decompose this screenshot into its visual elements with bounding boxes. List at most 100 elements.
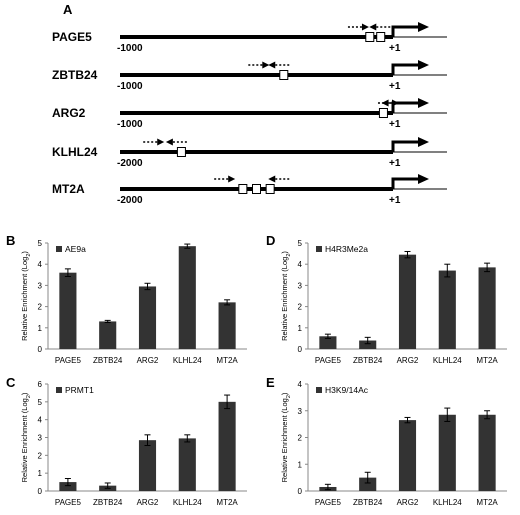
y-tick-label: 1 (38, 469, 43, 478)
panel-a-letter: A (63, 2, 73, 17)
binding-site-box (252, 184, 261, 194)
x-category-label: MT2A (216, 356, 238, 365)
binding-site-box (176, 147, 186, 157)
y-axis-label: Relative Enrichment (Log2) (280, 392, 292, 482)
bar-chart-b: B 0 1 2 3 4 5 Relative Enrichment (Log2) AE9a PAG… (6, 233, 247, 365)
panel-letter: E (266, 375, 275, 390)
y-tick-label: 1 (38, 324, 43, 333)
legend-swatch (316, 387, 322, 393)
binding-site-box (279, 70, 289, 80)
y-tick-label: 4 (298, 260, 303, 269)
forward-primer-arrowhead (391, 99, 399, 107)
y-tick-label: 0 (38, 487, 43, 496)
y-tick-label: 5 (298, 239, 303, 248)
x-category-label: MT2A (216, 498, 238, 507)
forward-primer-arrowhead (361, 23, 369, 31)
y-tick-label: 4 (38, 260, 43, 269)
x-category-label: ARG2 (137, 356, 159, 365)
legend-label: AE9a (65, 244, 86, 254)
binding-site-box (365, 32, 375, 42)
y-tick-label: 0 (298, 345, 303, 354)
chart-panels: B 0 1 2 3 4 5 Relative Enrichment (Log2) AE9a PAG… (6, 233, 507, 507)
start-position-label: -1000 (117, 81, 143, 92)
x-category-label: ZBTB24 (353, 498, 383, 507)
tss-arrowhead (418, 22, 429, 32)
y-tick-label: 3 (38, 434, 43, 443)
bar (138, 440, 157, 491)
bar (398, 420, 417, 491)
gene-name: MT2A (52, 182, 85, 196)
x-category-label: ZBTB24 (93, 498, 123, 507)
bar (99, 321, 117, 349)
y-tick-label: 2 (38, 303, 43, 312)
tss-position-label: +1 (389, 43, 401, 54)
x-category-label: KLHL24 (173, 356, 202, 365)
legend-swatch (56, 387, 62, 393)
tss-position-label: +1 (389, 119, 401, 130)
x-category-label: KLHL24 (433, 498, 462, 507)
bar (59, 272, 77, 349)
gene-name: ARG2 (52, 106, 86, 120)
reverse-primer-arrowhead (369, 23, 377, 31)
x-category-label: ZBTB24 (353, 356, 383, 365)
x-category-label: MT2A (476, 498, 498, 507)
tss-position-label: +1 (389, 195, 401, 206)
legend-swatch (56, 246, 62, 252)
tss-arrow (391, 177, 419, 189)
forward-primer-arrowhead (228, 175, 236, 183)
forward-primer-arrowhead (262, 61, 270, 69)
bar-chart-e: E 0 1 2 3 4 Relative Enrichment (Log2) H3K9/14A… (266, 375, 507, 507)
y-tick-label: 6 (38, 380, 43, 389)
tss-arrowhead (418, 98, 429, 108)
bar (178, 246, 196, 349)
y-tick-label: 3 (38, 281, 43, 290)
y-tick-label: 4 (38, 416, 43, 425)
promoter-map: PAGE5 -1000 +1 ZBTB24 -1000 +1 ARG2 -1000 +1 KLHL… (52, 22, 447, 206)
y-tick-label: 5 (38, 398, 43, 407)
x-category-label: KLHL24 (433, 356, 462, 365)
panel-letter: B (6, 233, 15, 248)
y-axis-label: Relative Enrichment (Log2) (20, 392, 32, 482)
x-category-label: ARG2 (137, 498, 159, 507)
legend-label: PRMT1 (65, 385, 94, 395)
bar-chart-d: D 0 1 2 3 4 5 Relative Enrichment (Log2) H4R3Me2… (266, 233, 507, 365)
forward-primer-arrowhead (157, 138, 165, 146)
bar (359, 340, 377, 349)
tss-arrow (391, 25, 419, 37)
bar (319, 336, 337, 349)
y-tick-label: 3 (298, 281, 303, 290)
bar (218, 401, 236, 491)
x-category-label: PAGE5 (55, 498, 82, 507)
tss-position-label: +1 (389, 158, 401, 169)
bar (138, 286, 157, 349)
x-category-label: PAGE5 (315, 498, 342, 507)
start-position-label: -2000 (117, 195, 143, 206)
bar (359, 477, 377, 491)
start-position-label: -1000 (117, 119, 143, 130)
y-tick-label: 1 (298, 324, 303, 333)
legend-label: H3K9/14Ac (325, 385, 369, 395)
tss-arrowhead (418, 60, 429, 70)
y-axis-label: Relative Enrichment (Log2) (280, 251, 292, 341)
start-position-label: -2000 (117, 158, 143, 169)
start-position-label: -1000 (117, 43, 143, 54)
bar (478, 267, 496, 349)
bar-chart-c: C 0 1 2 3 4 5 6 Relative Enrichment (Log2) PRMT1 P… (6, 375, 247, 507)
x-category-label: MT2A (476, 356, 498, 365)
reverse-primer-arrowhead (381, 99, 389, 107)
reverse-primer-arrowhead (165, 138, 173, 146)
panel-letter: D (266, 233, 275, 248)
bar (398, 254, 417, 349)
y-tick-label: 2 (298, 434, 303, 443)
bar (478, 414, 496, 491)
tss-arrow (391, 101, 419, 113)
x-category-label: ARG2 (397, 498, 419, 507)
binding-site-box (378, 108, 388, 118)
y-tick-label: 2 (38, 451, 43, 460)
y-tick-label: 0 (298, 487, 303, 496)
gene-name: ZBTB24 (52, 68, 98, 82)
panel-letter: C (6, 375, 16, 390)
x-category-label: ZBTB24 (93, 356, 123, 365)
y-tick-label: 5 (38, 239, 43, 248)
